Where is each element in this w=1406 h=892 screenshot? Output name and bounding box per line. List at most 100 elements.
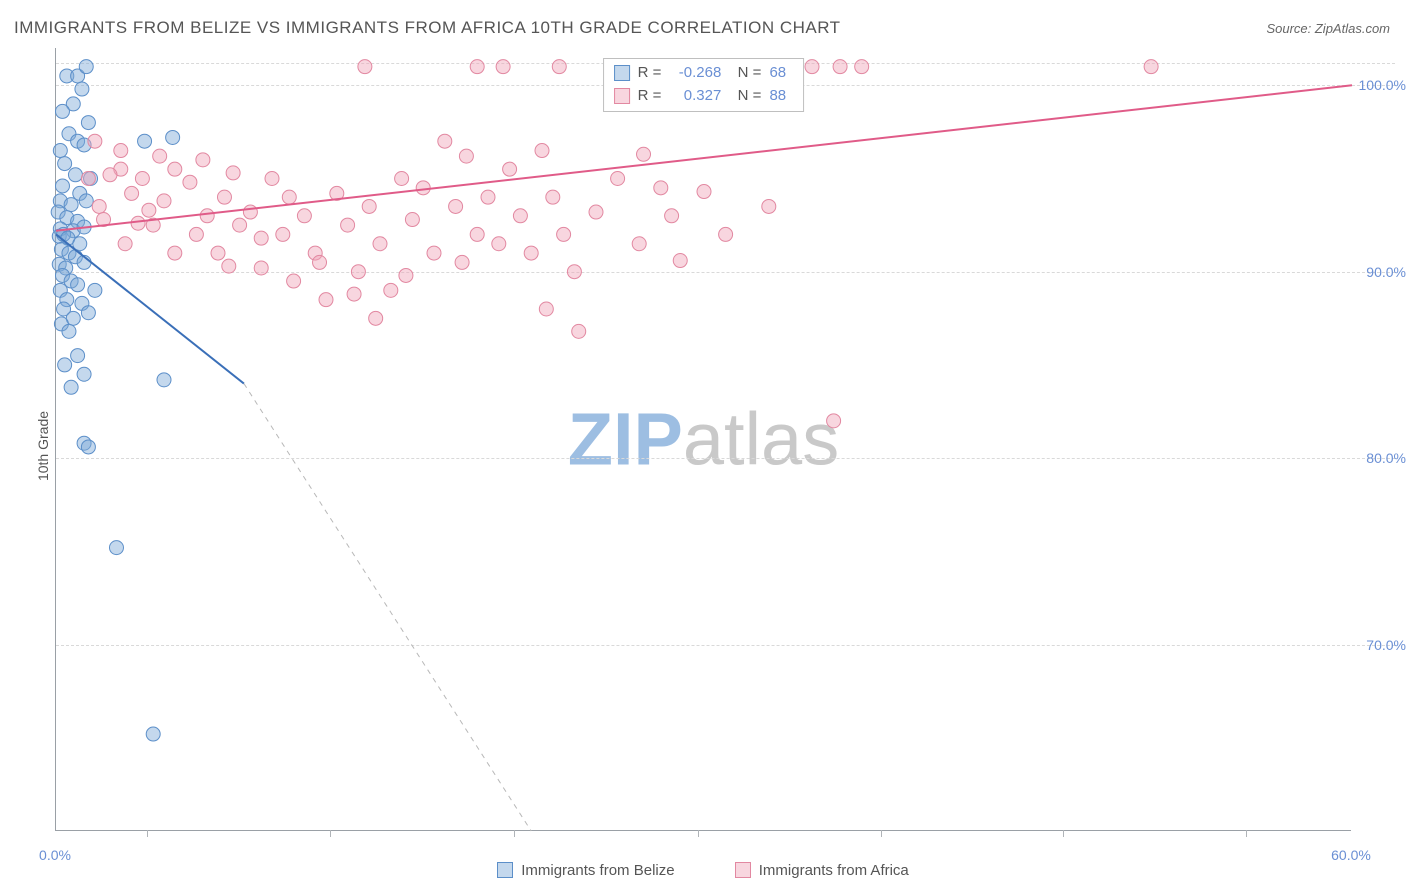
scatter-point bbox=[319, 293, 333, 307]
scatter-point bbox=[142, 203, 156, 217]
scatter-point bbox=[539, 302, 553, 316]
scatter-point bbox=[168, 162, 182, 176]
x-tick bbox=[698, 830, 699, 837]
scatter-point bbox=[71, 278, 85, 292]
scatter-point bbox=[217, 190, 231, 204]
legend-label-africa: Immigrants from Africa bbox=[759, 862, 909, 879]
chart-container: IMMIGRANTS FROM BELIZE VS IMMIGRANTS FRO… bbox=[0, 0, 1406, 892]
legend-label-belize: Immigrants from Belize bbox=[521, 862, 674, 879]
scatter-point bbox=[405, 213, 419, 227]
scatter-point bbox=[762, 199, 776, 213]
y-tick-label: 80.0% bbox=[1356, 450, 1406, 466]
y-tick-label: 100.0% bbox=[1356, 77, 1406, 93]
regression-line bbox=[244, 384, 531, 831]
scatter-point bbox=[665, 209, 679, 223]
scatter-point bbox=[265, 172, 279, 186]
n-value-belize: 68 bbox=[769, 62, 793, 85]
scatter-point bbox=[138, 134, 152, 148]
scatter-point bbox=[81, 306, 95, 320]
scatter-point bbox=[183, 175, 197, 189]
scatter-point bbox=[697, 185, 711, 199]
legend-item-africa: Immigrants from Africa bbox=[735, 862, 909, 879]
scatter-point bbox=[79, 194, 93, 208]
scatter-point bbox=[455, 255, 469, 269]
x-tick bbox=[330, 830, 331, 837]
scatter-point bbox=[222, 259, 236, 273]
scatter-point bbox=[109, 541, 123, 555]
scatter-point bbox=[62, 324, 76, 338]
scatter-point bbox=[243, 205, 257, 219]
scatter-point bbox=[855, 60, 869, 74]
scatter-point bbox=[347, 287, 361, 301]
r-value-africa: 0.327 bbox=[669, 85, 721, 108]
scatter-point bbox=[118, 237, 132, 251]
scatter-point bbox=[211, 246, 225, 260]
legend-item-belize: Immigrants from Belize bbox=[497, 862, 674, 879]
swatch-africa bbox=[614, 88, 630, 104]
scatter-point bbox=[53, 144, 67, 158]
scatter-point bbox=[503, 162, 517, 176]
scatter-point bbox=[369, 311, 383, 325]
scatter-point bbox=[157, 373, 171, 387]
plot-area: ZIPatlas 70.0%80.0%90.0%100.0% R = -0.26… bbox=[55, 48, 1351, 831]
scatter-point bbox=[827, 414, 841, 428]
chart-svg bbox=[56, 48, 1351, 830]
scatter-point bbox=[196, 153, 210, 167]
scatter-point bbox=[75, 82, 89, 96]
scatter-point bbox=[373, 237, 387, 251]
scatter-point bbox=[567, 265, 581, 279]
scatter-point bbox=[200, 209, 214, 223]
scatter-point bbox=[287, 274, 301, 288]
scatter-point bbox=[611, 172, 625, 186]
y-tick-label: 70.0% bbox=[1356, 637, 1406, 653]
scatter-point bbox=[673, 254, 687, 268]
y-axis-title: 10th Grade bbox=[35, 411, 51, 481]
scatter-point bbox=[103, 168, 117, 182]
chart-title: IMMIGRANTS FROM BELIZE VS IMMIGRANTS FRO… bbox=[14, 18, 841, 38]
scatter-point bbox=[362, 199, 376, 213]
scatter-point bbox=[55, 104, 69, 118]
scatter-point bbox=[481, 190, 495, 204]
scatter-point bbox=[81, 116, 95, 130]
scatter-point bbox=[557, 227, 571, 241]
scatter-point bbox=[81, 172, 95, 186]
x-tick bbox=[1063, 830, 1064, 837]
scatter-point bbox=[470, 60, 484, 74]
x-tick bbox=[881, 830, 882, 837]
scatter-point bbox=[77, 367, 91, 381]
scatter-point bbox=[282, 190, 296, 204]
scatter-point bbox=[427, 246, 441, 260]
swatch-belize bbox=[614, 65, 630, 81]
scatter-point bbox=[524, 246, 538, 260]
scatter-point bbox=[233, 218, 247, 232]
scatter-point bbox=[546, 190, 560, 204]
scatter-point bbox=[276, 227, 290, 241]
legend-swatch-africa bbox=[735, 862, 751, 878]
scatter-point bbox=[79, 60, 93, 74]
y-tick-label: 90.0% bbox=[1356, 264, 1406, 280]
scatter-point bbox=[81, 440, 95, 454]
scatter-point bbox=[632, 237, 646, 251]
scatter-point bbox=[496, 60, 510, 74]
x-tick bbox=[1246, 830, 1247, 837]
scatter-point bbox=[805, 60, 819, 74]
x-tick bbox=[514, 830, 515, 837]
scatter-point bbox=[637, 147, 651, 161]
scatter-point bbox=[114, 144, 128, 158]
scatter-point bbox=[313, 255, 327, 269]
scatter-point bbox=[552, 60, 566, 74]
scatter-point bbox=[535, 144, 549, 158]
scatter-point bbox=[297, 209, 311, 223]
scatter-point bbox=[71, 349, 85, 363]
scatter-point bbox=[492, 237, 506, 251]
n-value-africa: 88 bbox=[769, 85, 793, 108]
scatter-point bbox=[125, 186, 139, 200]
scatter-point bbox=[1144, 60, 1158, 74]
scatter-point bbox=[166, 130, 180, 144]
scatter-point bbox=[395, 172, 409, 186]
correlation-box: R = -0.268 N = 68 R = 0.327 N = 88 bbox=[603, 58, 805, 112]
scatter-point bbox=[470, 227, 484, 241]
scatter-point bbox=[92, 199, 106, 213]
scatter-point bbox=[341, 218, 355, 232]
scatter-point bbox=[438, 134, 452, 148]
